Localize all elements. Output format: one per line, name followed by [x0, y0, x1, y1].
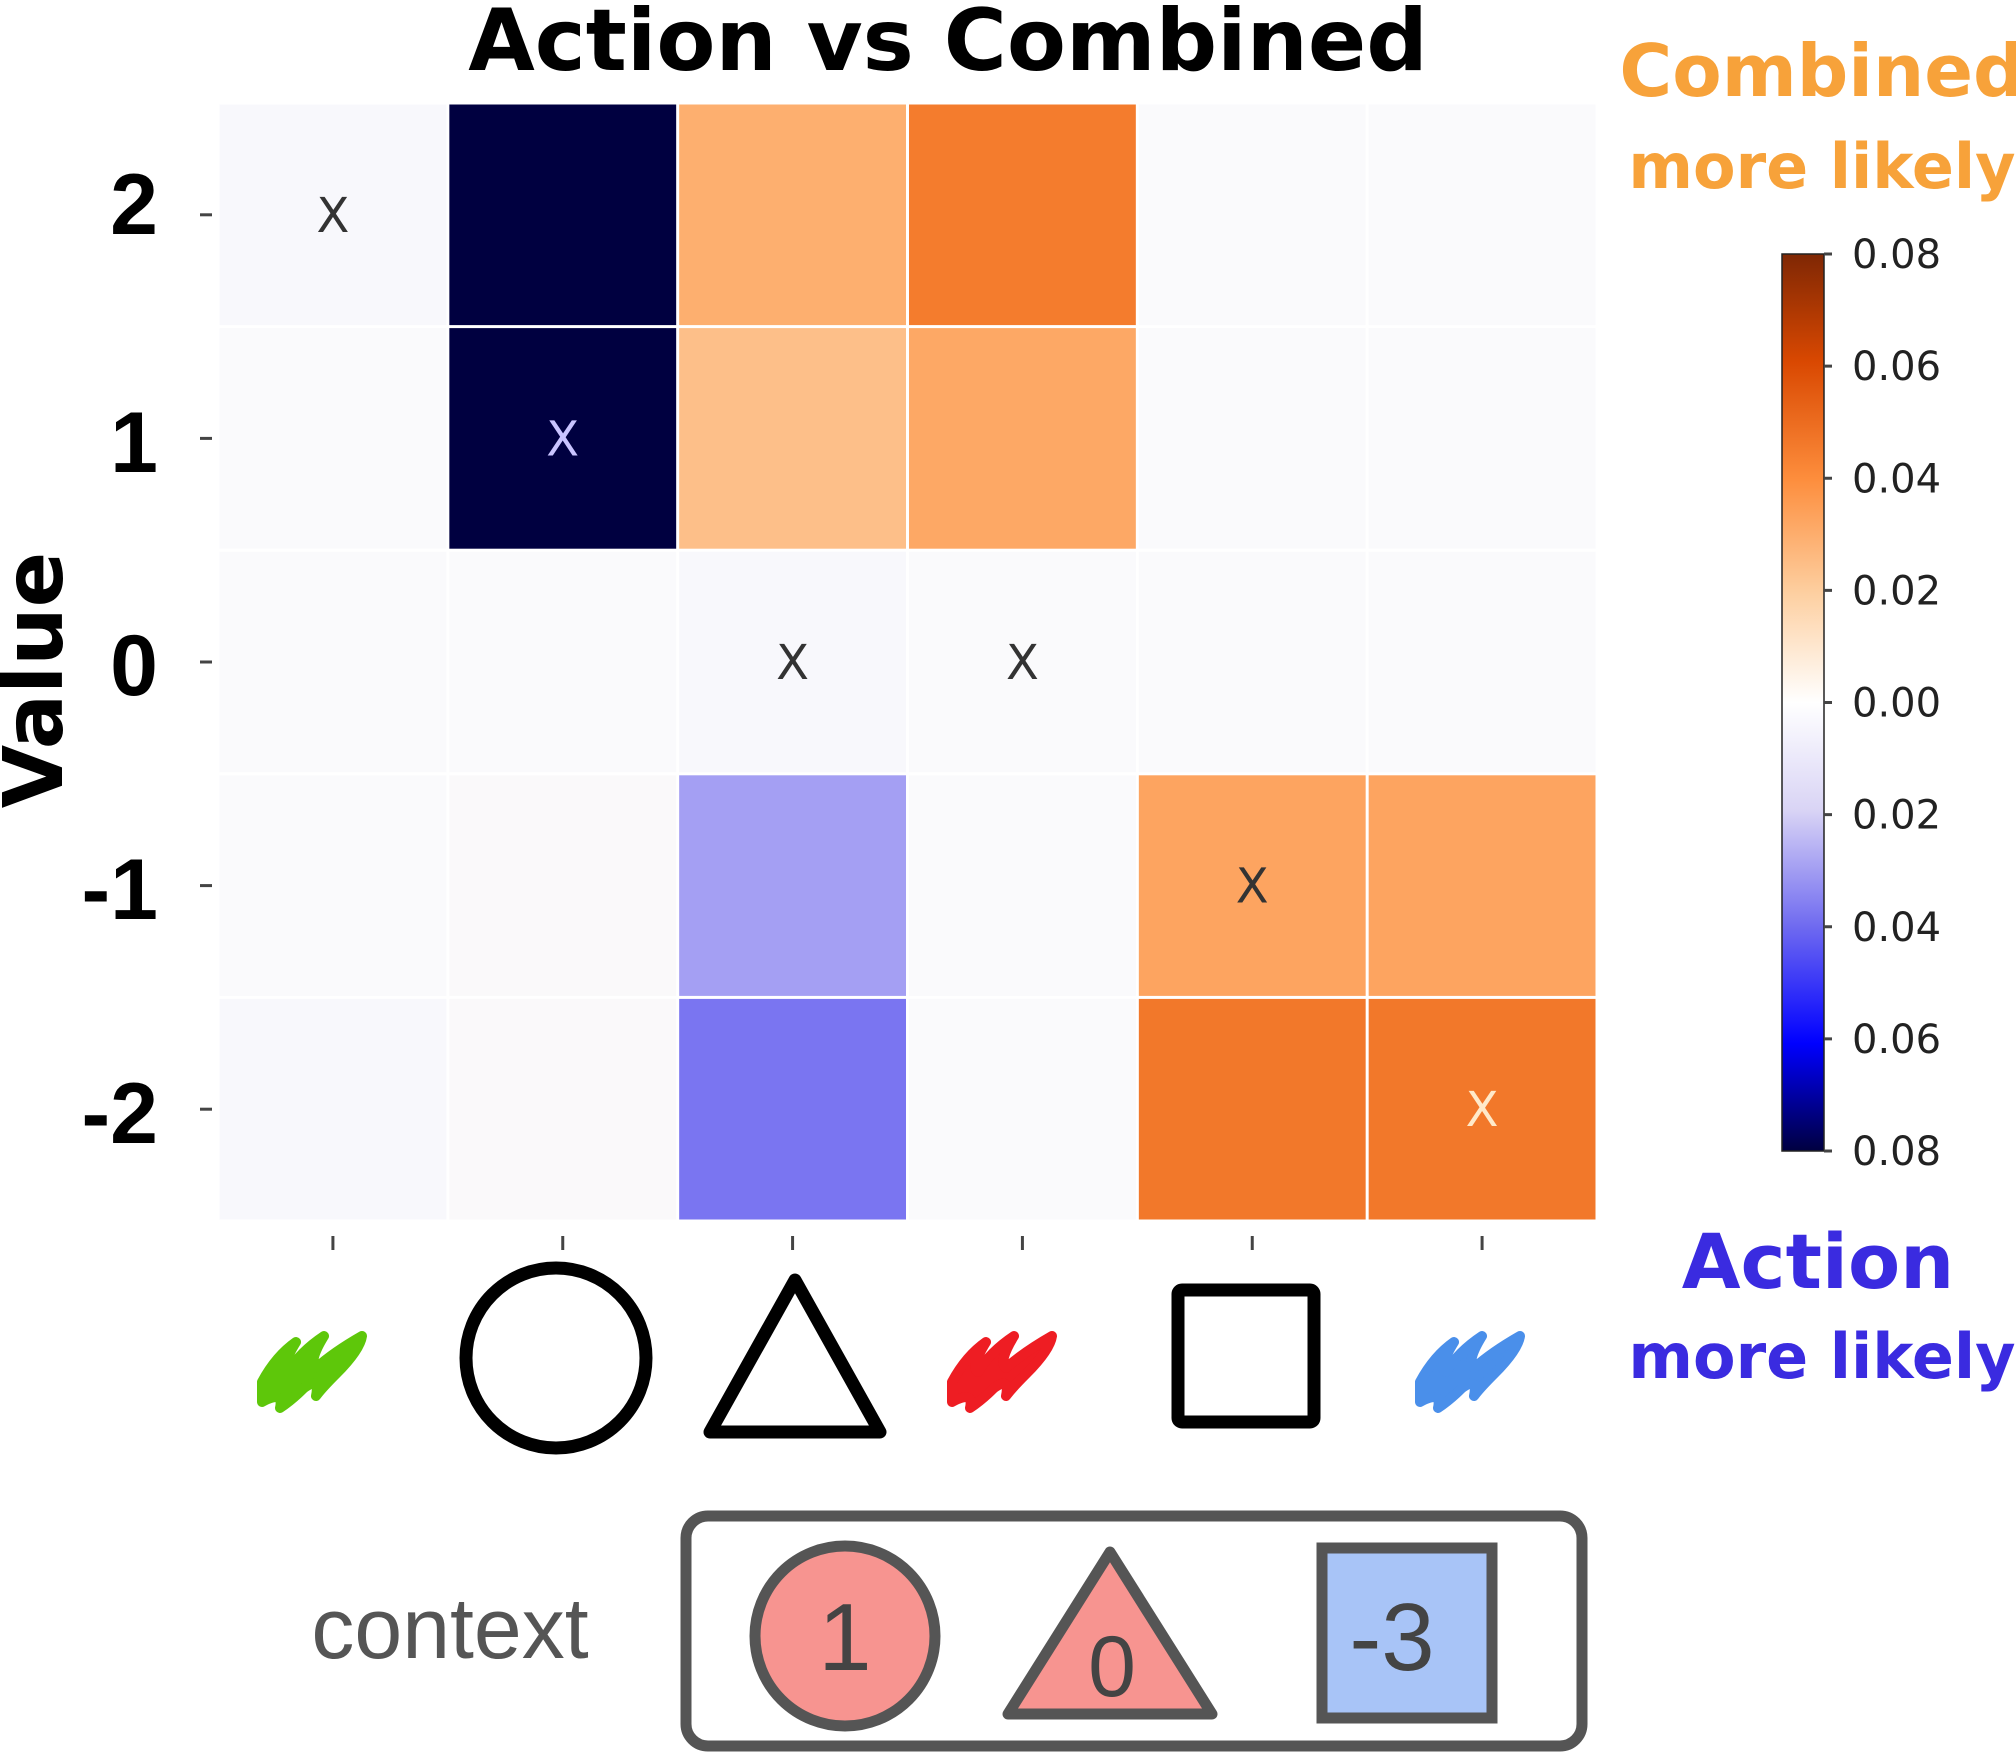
circle-icon: [466, 1268, 646, 1448]
context-box: 1 0 -3: [686, 1516, 1582, 1746]
heatmap-cell: [449, 105, 676, 326]
triangle-icon: [710, 1280, 880, 1432]
y-tick-marks: [200, 215, 212, 1109]
heatmap-cell: [1369, 552, 1596, 773]
colorbar-tick-label: 0.04: [1852, 905, 1941, 951]
colorbar-tick-label: 0.02: [1852, 568, 1941, 614]
context-square-value: -3: [1349, 1584, 1434, 1691]
y-tick-label: 2: [110, 157, 158, 253]
colorbar-ticks: 0.08 0.06 0.04 0.02 0.00 0.02 0.04 0.06 0.08: [1824, 232, 1941, 1175]
colorbar-tick-label: 0.04: [1852, 456, 1941, 502]
chart-title: Action vs Combined: [468, 0, 1428, 91]
combined-annotation: Combined: [1619, 29, 2016, 113]
y-tick-label: 0: [110, 618, 158, 714]
heatmap-cell: [679, 328, 906, 549]
x-tick-marks: [333, 1236, 1482, 1250]
context-label: context: [311, 1581, 588, 1677]
heatmap-cell: [220, 552, 447, 773]
heatmap-cell: [679, 775, 906, 996]
cell-marker: X: [546, 411, 579, 467]
y-tick-label: -1: [82, 842, 158, 938]
blue-scribble-icon: [1420, 1336, 1520, 1408]
colorbar-tick-label: 0.08: [1852, 232, 1941, 278]
context-circle-value: 1: [818, 1584, 871, 1691]
heatmap-cell: [220, 328, 447, 549]
heatmap-cell: [449, 999, 676, 1220]
heatmap-cell: [1369, 105, 1596, 326]
heatmap-cell: [1369, 775, 1596, 996]
heatmap-cell: [679, 105, 906, 326]
green-scribble-icon: [262, 1336, 362, 1408]
heatmap-cell: [1139, 999, 1366, 1220]
colorbar-tick-label: 0.06: [1852, 1017, 1941, 1063]
heatmap-cell: [1139, 328, 1366, 549]
heatmap-cell: [220, 999, 447, 1220]
cell-marker: X: [776, 635, 809, 691]
x-tick-icons: [262, 1268, 1520, 1448]
y-tick-label: -2: [82, 1066, 158, 1162]
heatmap-cell: [449, 552, 676, 773]
heatmap-cell: [909, 328, 1136, 549]
cell-marker: X: [1006, 635, 1039, 691]
y-tick-label: 1: [110, 395, 158, 491]
colorbar-tick-label: 0.08: [1852, 1129, 1941, 1175]
colorbar-tick-label: 0.06: [1852, 344, 1941, 390]
heatmap-cell: [909, 999, 1136, 1220]
heatmap-cell: [449, 775, 676, 996]
heatmap-cell: [909, 775, 1136, 996]
heatmap-cells: X X X X X X: [220, 105, 1596, 1220]
y-axis-label: Value: [0, 552, 82, 808]
combined-annotation-subtitle: more likely: [1628, 130, 2015, 203]
action-annotation-subtitle: more likely: [1628, 1320, 2015, 1393]
cell-marker: X: [316, 188, 349, 244]
colorbar-tick-label: 0.00: [1852, 681, 1941, 727]
colorbar-tick-label: 0.02: [1852, 793, 1941, 839]
context-circle-icon: 1: [755, 1546, 935, 1726]
cell-marker: X: [1466, 1082, 1499, 1138]
y-tick-labels: 2 1 0 -1 -2: [82, 157, 158, 1162]
colorbar: 0.08 0.06 0.04 0.02 0.00 0.02 0.04 0.06 0.08: [1782, 232, 1941, 1175]
square-icon: [1178, 1290, 1314, 1422]
colorbar-gradient: [1782, 254, 1824, 1151]
context-triangle-value: 0: [1088, 1619, 1136, 1715]
heatmap-cell: [1139, 552, 1366, 773]
red-scribble-icon: [952, 1336, 1052, 1408]
heatmap-cell: [679, 999, 906, 1220]
action-annotation: Action: [1682, 1217, 1955, 1306]
heatmap-cell: [1369, 328, 1596, 549]
heatmap-cell: [220, 775, 447, 996]
cell-marker: X: [1236, 859, 1269, 915]
heatmap-cell: [909, 105, 1136, 326]
heatmap-cell: [1139, 105, 1366, 326]
context-square-icon: -3: [1322, 1548, 1492, 1718]
